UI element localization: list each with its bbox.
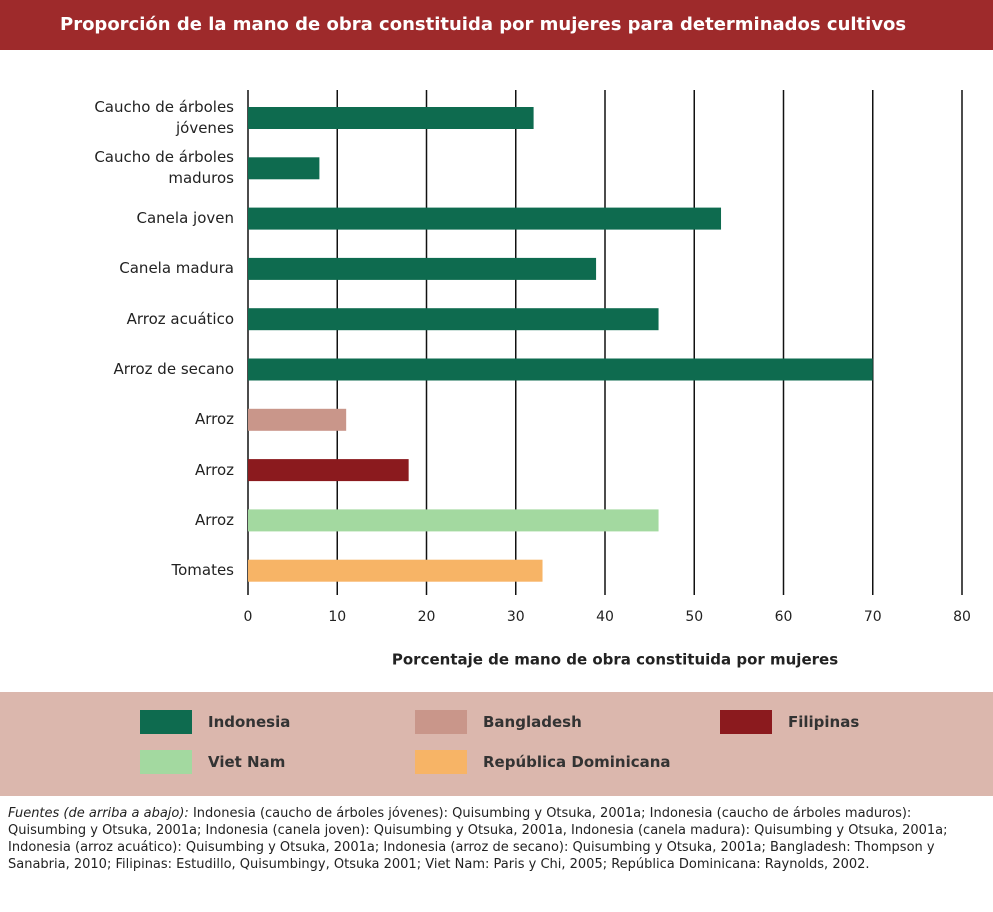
legend-label: Filipinas — [788, 713, 860, 731]
y-tick-label: Canela madura — [119, 259, 234, 278]
sources-label: Fuentes (de arriba a abajo): — [8, 806, 189, 821]
legend: Indonesia Bangladesh Filipinas Viet Nam Repú… — [0, 692, 993, 796]
y-tick-label: Arroz — [194, 460, 234, 479]
bar — [248, 207, 722, 230]
x-tick-label: 40 — [596, 609, 614, 625]
y-tick-label: Arroz — [194, 410, 234, 429]
sources-text: Indonesia (caucho de árboles jóvenes): Q… — [8, 806, 948, 872]
x-tick-label: 20 — [418, 609, 436, 625]
bar — [248, 308, 659, 331]
bar — [248, 257, 597, 280]
legend-swatch — [140, 750, 192, 774]
bar — [248, 459, 409, 482]
x-tick-label: 60 — [775, 609, 793, 625]
y-tick-label: Tomates — [171, 561, 234, 580]
bar — [248, 107, 534, 129]
legend-label: Indonesia — [208, 713, 291, 731]
y-tick-label: Arroz — [194, 510, 234, 529]
legend-swatch — [140, 710, 192, 734]
sources: Fuentes (de arriba a abajo): Indonesia (… — [8, 805, 948, 873]
legend-label: República Dominicana — [483, 753, 671, 771]
bar — [248, 157, 320, 180]
plot: 0 10 20 30 40 50 60 70 80 Porcentaje de mano de o… — [244, 90, 971, 669]
bar — [248, 509, 659, 532]
x-tick-label: 80 — [953, 609, 971, 625]
legend-swatch — [415, 750, 467, 774]
y-tick-label: Caucho de árboles maduros — [94, 148, 234, 188]
y-tick-label: Arroz de secano — [113, 360, 234, 378]
x-tick-label: 10 — [328, 609, 346, 625]
bar — [248, 358, 873, 381]
y-tick-label: Arroz acuático — [126, 309, 234, 328]
legend-swatch — [415, 710, 467, 734]
title-bar: Proporción de la mano de obra constituid… — [0, 0, 993, 50]
x-tick-label: 70 — [864, 609, 882, 625]
chart-title: Proporción de la mano de obra constituid… — [60, 14, 907, 35]
y-tick-label: Caucho de árboles jóvenes — [94, 98, 234, 137]
y-tick-label: Canela joven — [136, 209, 235, 228]
chart-area: 0 10 20 30 40 50 60 70 80 Porcentaje de mano de o… — [0, 50, 993, 692]
legend-swatch — [720, 710, 772, 734]
legend-label: Bangladesh — [483, 713, 582, 731]
x-tick-label: 50 — [685, 609, 703, 625]
bar — [248, 559, 543, 582]
x-tick-label: 30 — [507, 609, 525, 625]
x-axis-title: Porcentaje de mano de obra constituida p… — [392, 651, 838, 669]
bar — [248, 408, 347, 431]
legend-label: Viet Nam — [208, 753, 286, 771]
x-tick-label: 0 — [244, 609, 253, 625]
